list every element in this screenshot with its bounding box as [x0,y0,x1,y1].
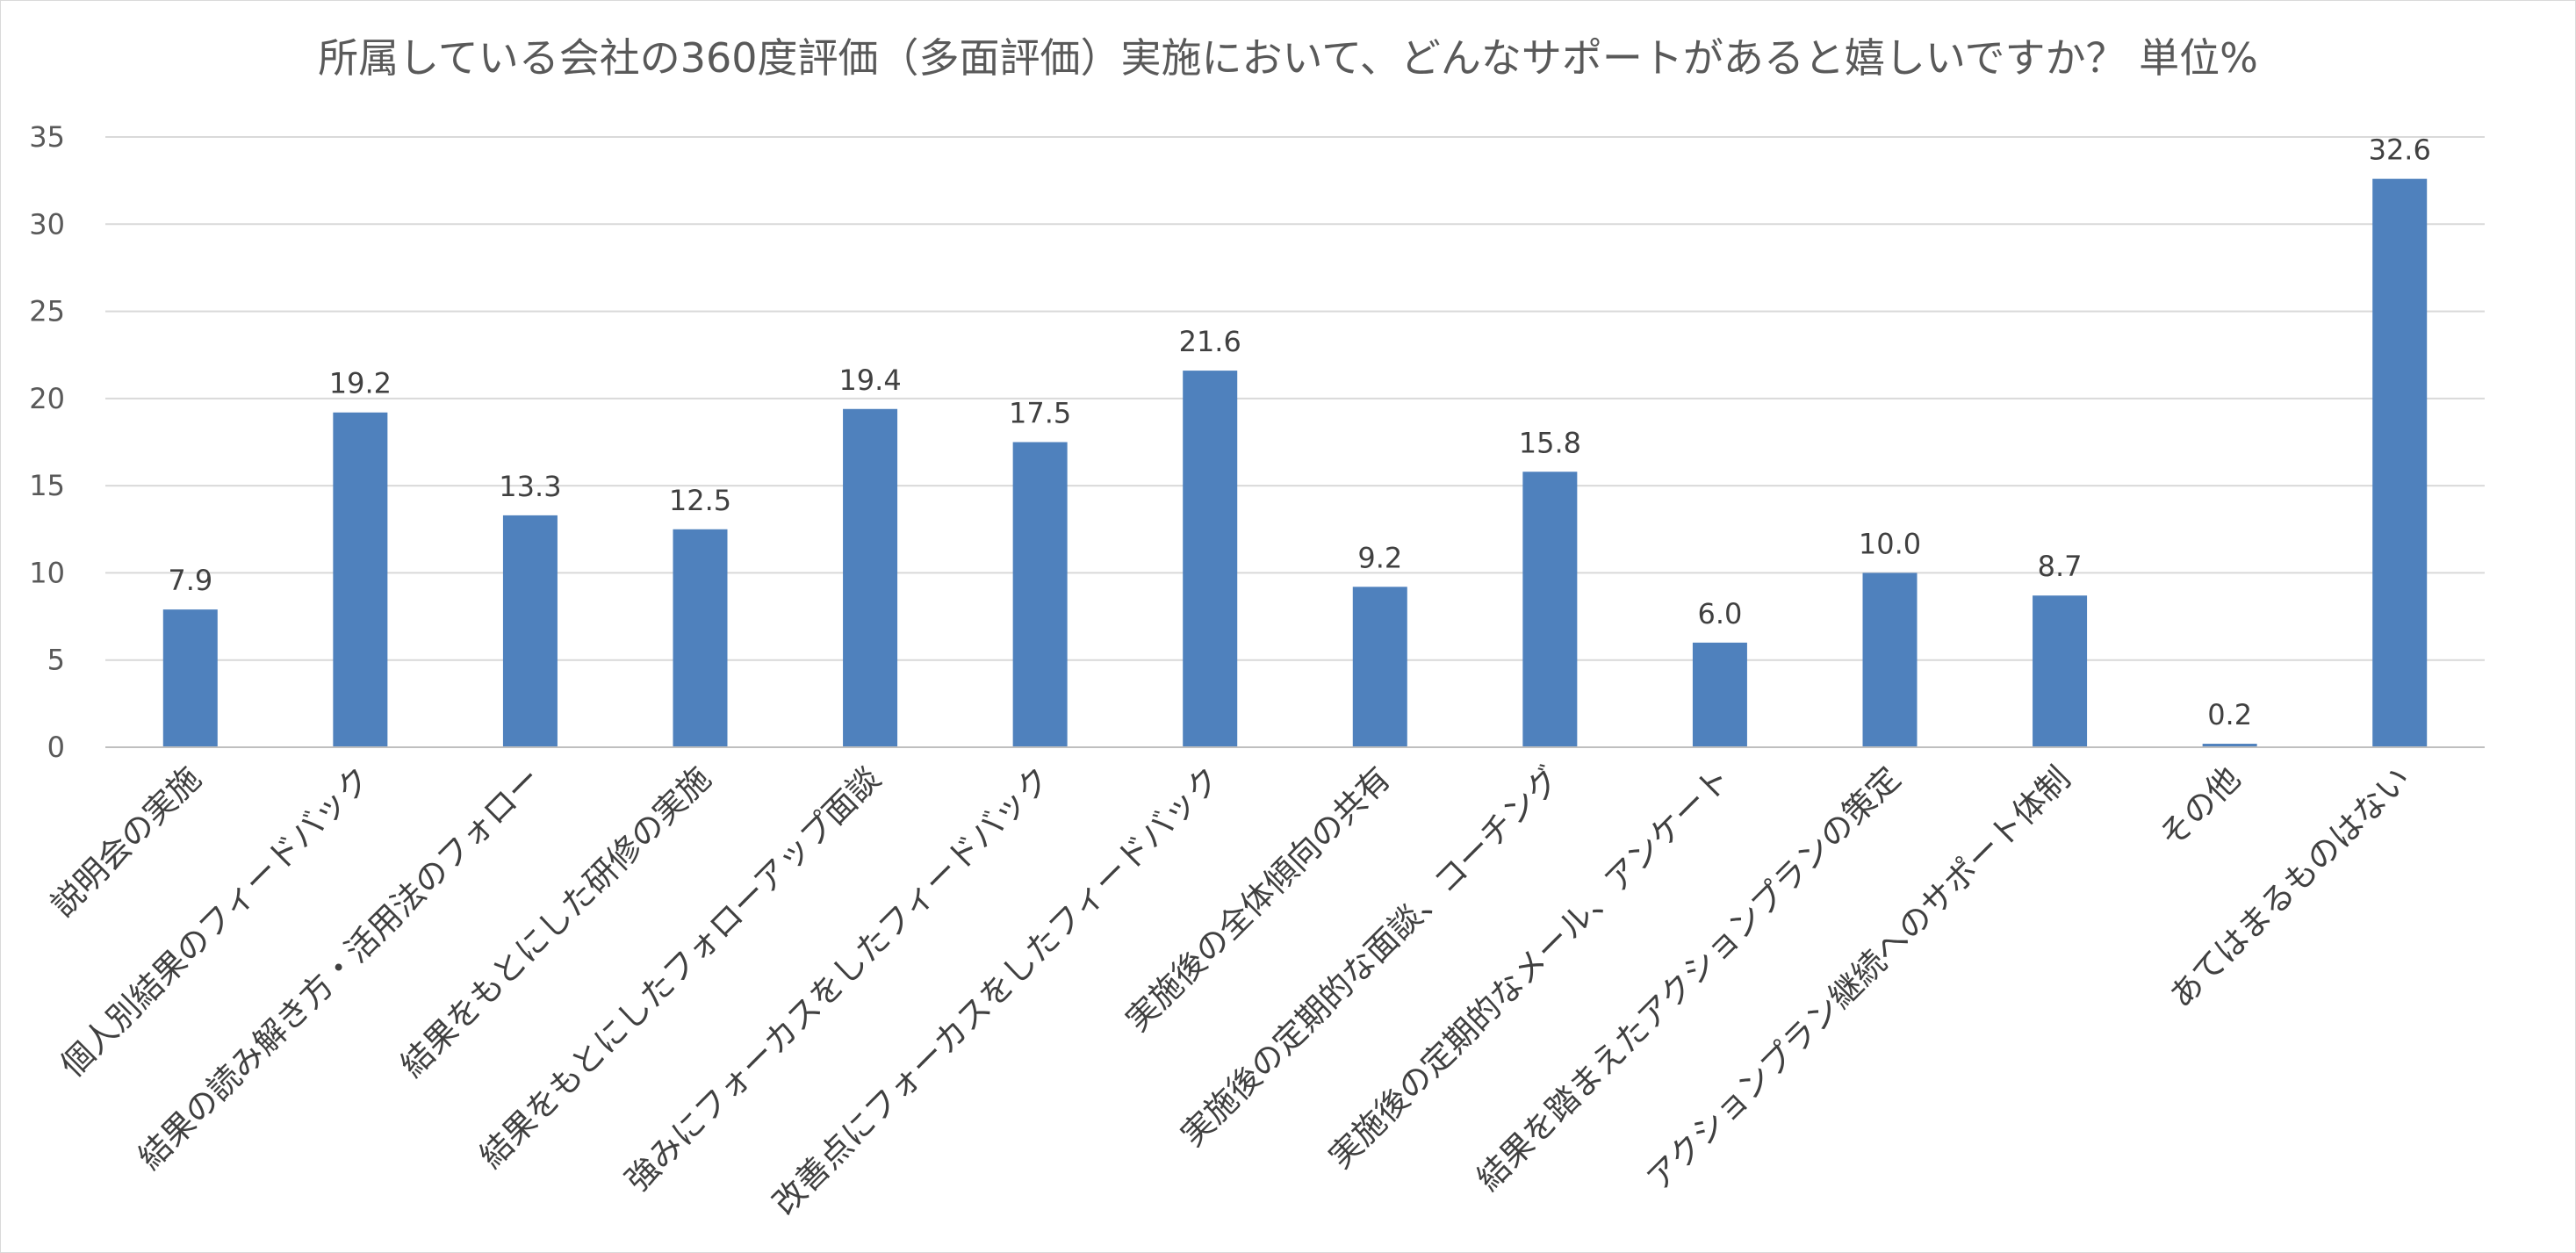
data-label: 21.6 [1179,325,1241,358]
bars [162,178,2428,747]
data-label: 7.9 [168,564,212,597]
data-label: 6.0 [1697,597,1742,630]
y-tick-label: 25 [29,295,65,328]
y-tick-label: 20 [29,382,65,415]
data-label: 9.2 [1357,541,1402,574]
data-label: 12.5 [669,484,731,517]
chart-title: 所属している会社の360度評価（多面評価）実施において、どんなサポートがあると嬉… [318,34,2258,82]
bar [333,412,388,747]
category-labels: 説明会の実施個人別結果のフィードバック結果の読み解き方・活用法のフォロー結果をも… [44,760,2418,1222]
bar [1352,587,1407,747]
bar [1183,371,1238,747]
data-label: 8.7 [2038,550,2083,583]
gridlines [105,136,2485,661]
y-tick-label: 15 [29,469,65,502]
data-label: 0.2 [2207,698,2252,731]
category-label: 実施後の定期的な面談、コーチング [1174,760,1568,1154]
y-tick-label: 10 [29,556,65,589]
data-label: 32.6 [2369,133,2431,167]
data-label: 17.5 [1009,397,1071,430]
bar [1522,472,1578,747]
bar [1012,442,1068,747]
y-tick-label: 5 [47,644,65,677]
data-label: 13.3 [499,470,561,503]
bar [2033,595,2088,747]
bar [1692,642,1747,747]
bar [1862,572,1918,747]
category-label: 個人別結果のフィードバック [54,760,378,1084]
bar [2372,178,2428,747]
data-label: 19.2 [329,367,392,400]
bar [2202,744,2257,747]
category-label: その他 [2152,760,2248,855]
bar [502,515,558,747]
y-axis-ticks: 0 5 10 15 20 25 30 35 [29,120,65,764]
data-label: 10.0 [1859,527,1921,560]
bar [673,529,728,747]
y-tick-label: 35 [29,120,65,154]
y-tick-label: 0 [47,731,65,764]
data-label: 15.8 [1519,426,1581,459]
data-labels: 7.9 19.2 13.3 12.5 19.4 17.5 21.6 9.2 15.8 6.0 10.… [168,133,2430,731]
data-label: 19.4 [838,364,901,397]
category-label: 説明会の実施 [44,760,208,924]
bar [843,408,898,747]
y-tick-label: 30 [29,207,65,241]
category-label: 結果をもとにした研修の実施 [393,760,718,1084]
bar [162,609,218,747]
